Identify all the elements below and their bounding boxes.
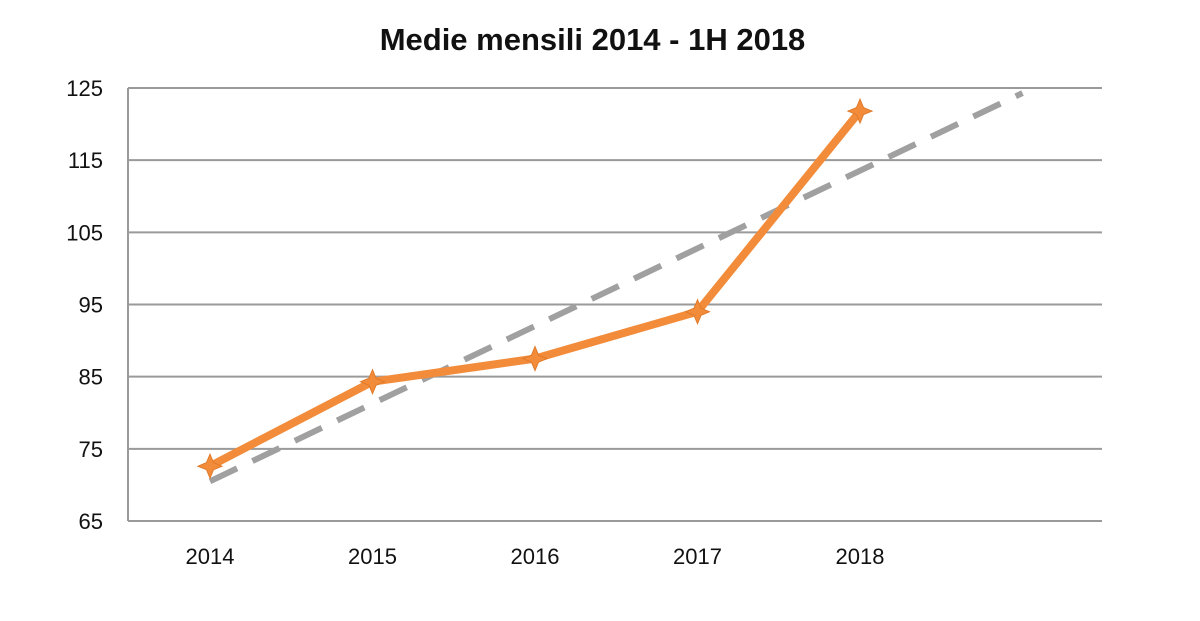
y-tick-label: 115 <box>68 148 103 173</box>
y-tick-label: 65 <box>79 509 103 534</box>
axes <box>127 88 1102 522</box>
x-tick-label: 2014 <box>186 544 235 569</box>
x-tick-labels: 2014 2015 2016 2017 2018 <box>186 544 885 569</box>
y-tick-label: 85 <box>79 365 103 390</box>
chart-title: Medie mensili 2014 - 1H 2018 <box>379 22 806 57</box>
data-point <box>196 452 224 480</box>
trendline-layer <box>208 90 1024 485</box>
series-line <box>206 107 864 471</box>
series-layer <box>196 97 874 480</box>
x-tick-label: 2015 <box>348 544 397 569</box>
x-tick-label: 2017 <box>673 544 722 569</box>
gridlines <box>128 87 1102 450</box>
y-tick-label: 125 <box>66 76 103 101</box>
y-tick-label: 95 <box>79 293 103 318</box>
y-tick-label: 75 <box>79 437 103 462</box>
y-tick-label: 105 <box>66 220 103 245</box>
data-point <box>521 345 549 372</box>
y-tick-labels: 65 75 85 95 105 115 125 <box>66 76 103 534</box>
data-point <box>359 368 386 395</box>
trendline <box>208 90 1024 485</box>
data-point <box>846 97 874 125</box>
data-point <box>684 298 711 325</box>
x-tick-label: 2016 <box>511 544 560 569</box>
x-tick-label: 2018 <box>836 544 885 569</box>
